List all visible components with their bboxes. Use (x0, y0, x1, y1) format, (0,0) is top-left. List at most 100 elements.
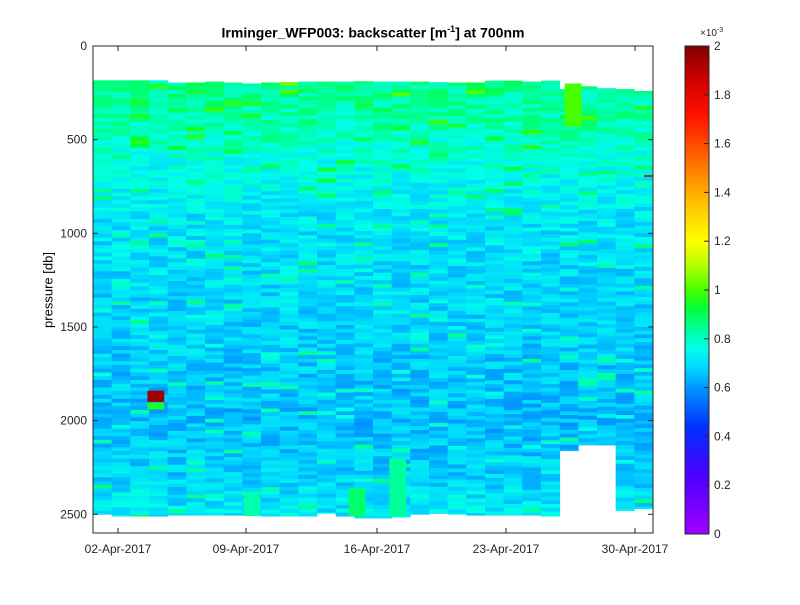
heatmap-cell (205, 130, 225, 135)
heatmap-cell (223, 82, 243, 87)
heatmap-cell (373, 272, 393, 277)
heatmap-cell (522, 235, 542, 240)
heatmap-cell (223, 288, 243, 293)
heatmap-cell (149, 514, 169, 517)
heatmap-cell (503, 331, 523, 336)
heatmap-cell (541, 406, 561, 411)
heatmap-cell (615, 321, 635, 326)
heatmap-cell (634, 255, 653, 260)
heatmap-cell (447, 164, 467, 170)
heatmap-cell (298, 201, 318, 206)
heatmap-cell (410, 107, 430, 112)
heatmap-cell (130, 409, 150, 415)
heatmap-cell (410, 396, 430, 401)
heatmap-cell (335, 448, 355, 453)
heatmap-cell (130, 350, 150, 355)
heatmap-cell (130, 185, 150, 190)
heatmap-cell (503, 357, 523, 363)
heatmap-cell (93, 379, 113, 385)
heatmap-cell (522, 96, 542, 101)
heatmap-cell (410, 471, 430, 476)
heatmap-cells (93, 80, 653, 519)
heatmap-cell (335, 81, 355, 86)
heatmap-cell (466, 161, 486, 166)
heatmap-cell (93, 417, 113, 422)
heatmap-cell (186, 97, 206, 102)
heatmap-cell (317, 422, 337, 427)
heatmap-cell (186, 378, 206, 383)
heatmap-cell (186, 209, 206, 215)
heatmap-cell (485, 417, 505, 422)
heatmap-cell (335, 134, 355, 139)
heatmap-cell (130, 226, 150, 231)
heatmap-cell (186, 116, 206, 121)
heatmap-cell (522, 321, 542, 326)
heatmap-cell (447, 146, 467, 151)
heatmap-cell (317, 100, 337, 105)
heatmap-cell (447, 288, 467, 293)
heatmap-cell (261, 288, 281, 293)
heatmap-cell (298, 107, 318, 112)
heatmap-cell (559, 325, 579, 330)
heatmap-cell (485, 391, 505, 396)
heatmap-cell (223, 457, 243, 462)
heatmap-cell (615, 283, 635, 289)
heatmap-cell (391, 182, 411, 187)
heatmap-cell (149, 248, 169, 253)
heatmap-cell (429, 321, 449, 327)
heatmap-cell (485, 163, 505, 168)
heatmap-cell (335, 385, 355, 390)
heatmap-cell (93, 151, 113, 156)
heatmap-cell (634, 379, 653, 384)
heatmap-cell (559, 190, 579, 195)
heatmap-cell (634, 443, 653, 448)
heatmap-cell (167, 442, 187, 447)
heatmap-cell (429, 299, 449, 304)
heatmap-cell (429, 153, 449, 158)
heatmap-cell (410, 429, 430, 435)
heatmap-cell (130, 102, 150, 107)
heatmap-cell (223, 333, 243, 338)
heatmap-cell (354, 459, 374, 464)
heatmap-cell (223, 134, 243, 140)
heatmap-cell (597, 256, 617, 261)
heatmap-cell (373, 504, 393, 510)
heatmap-cell (597, 432, 617, 437)
heatmap-cell (578, 116, 598, 121)
heatmap-cell (279, 97, 299, 102)
heatmap-cell (578, 427, 598, 432)
heatmap-cell (111, 496, 131, 501)
heatmap-cell (93, 140, 113, 145)
heatmap-cell (410, 328, 430, 333)
heatmap-cell (447, 494, 467, 499)
heatmap-cell (279, 232, 299, 237)
heatmap-cell (634, 326, 653, 332)
heatmap-cell (578, 149, 598, 155)
heatmap-cell (149, 267, 169, 272)
heatmap-cell (429, 438, 449, 443)
heatmap-cell (317, 216, 337, 221)
heatmap-cell (447, 232, 467, 237)
heatmap-cell (279, 512, 299, 517)
heatmap-cell (391, 227, 411, 232)
heatmap-cell (130, 275, 150, 280)
heatmap-cell (410, 388, 430, 393)
heatmap-cell (354, 219, 374, 224)
chart-title-end: ] at 700nm (455, 24, 525, 41)
heatmap-cell (578, 228, 598, 233)
heatmap-cell (242, 375, 262, 380)
heatmap-cell (186, 101, 206, 106)
heatmap-cell (242, 210, 262, 215)
heatmap-cell (466, 254, 486, 259)
heatmap-cell (242, 94, 262, 99)
heatmap-cell (447, 183, 467, 188)
heatmap-cell (223, 243, 243, 248)
heatmap-cell (485, 470, 505, 475)
heatmap-cell (503, 384, 523, 389)
heatmap-cell (503, 129, 523, 134)
heatmap-cell (615, 489, 635, 495)
heatmap-cell (167, 228, 187, 233)
heatmap-cell (111, 211, 131, 216)
heatmap-cell (559, 246, 579, 251)
heatmap-cell (466, 202, 486, 207)
